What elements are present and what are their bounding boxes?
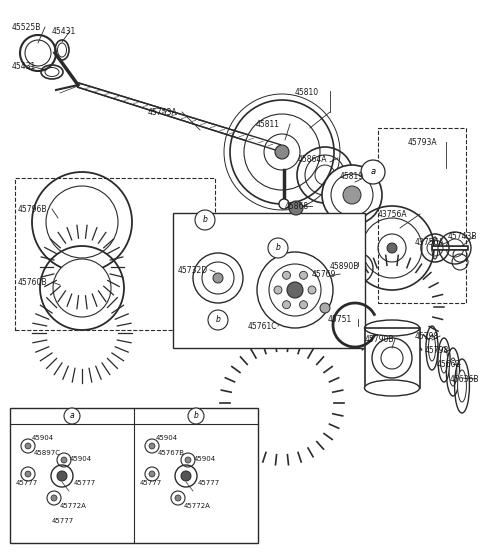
Circle shape — [275, 145, 289, 159]
Circle shape — [175, 495, 181, 501]
Text: 45767B: 45767B — [158, 450, 185, 456]
Bar — [10, 408, 258, 543]
Circle shape — [283, 271, 290, 279]
Text: 45777: 45777 — [140, 480, 162, 486]
Circle shape — [64, 408, 80, 424]
Circle shape — [308, 286, 316, 294]
Text: 43756A: 43756A — [378, 210, 408, 219]
Text: 45890B: 45890B — [330, 262, 360, 271]
Bar — [15, 178, 215, 330]
Circle shape — [195, 210, 215, 230]
Text: 45811: 45811 — [256, 120, 280, 129]
Circle shape — [289, 201, 303, 215]
Text: 45431: 45431 — [12, 62, 36, 71]
Ellipse shape — [449, 358, 457, 386]
Circle shape — [387, 243, 397, 253]
Text: 45777: 45777 — [16, 480, 38, 486]
Circle shape — [208, 310, 228, 330]
Text: b: b — [276, 244, 280, 253]
Text: 45760B: 45760B — [18, 278, 48, 287]
Text: 45769: 45769 — [312, 270, 336, 279]
Text: 45732D: 45732D — [178, 266, 208, 275]
Circle shape — [213, 273, 223, 283]
Text: 45431: 45431 — [52, 27, 76, 36]
Text: 45751: 45751 — [328, 315, 352, 324]
Text: a: a — [371, 168, 375, 176]
Text: b: b — [216, 315, 220, 325]
Circle shape — [300, 271, 308, 279]
Circle shape — [257, 252, 333, 328]
Circle shape — [274, 286, 282, 294]
Circle shape — [300, 301, 308, 309]
Ellipse shape — [429, 335, 435, 361]
Text: 45525B: 45525B — [12, 23, 41, 32]
Circle shape — [61, 457, 67, 463]
Text: 43756A: 43756A — [415, 238, 444, 247]
Ellipse shape — [457, 370, 467, 402]
Circle shape — [188, 408, 204, 424]
Circle shape — [320, 303, 330, 313]
Text: 45636B: 45636B — [450, 375, 480, 384]
Circle shape — [268, 238, 288, 258]
Text: 45662: 45662 — [437, 360, 461, 369]
Circle shape — [283, 301, 290, 309]
Bar — [378, 128, 466, 303]
Polygon shape — [77, 83, 281, 151]
Ellipse shape — [364, 380, 420, 396]
Bar — [365, 328, 420, 388]
Text: 45777: 45777 — [198, 480, 220, 486]
Text: 45798: 45798 — [425, 346, 449, 355]
Text: 45819: 45819 — [340, 172, 364, 181]
Text: 45798: 45798 — [415, 332, 439, 341]
Circle shape — [279, 199, 289, 209]
Text: 45790B: 45790B — [365, 335, 395, 344]
Circle shape — [149, 443, 155, 449]
Ellipse shape — [441, 347, 447, 373]
Text: 45793A: 45793A — [408, 138, 438, 147]
Text: b: b — [193, 411, 198, 421]
Text: a: a — [70, 411, 74, 421]
Text: 45904: 45904 — [32, 435, 54, 441]
Circle shape — [25, 471, 31, 477]
Text: 45868: 45868 — [285, 202, 309, 211]
Circle shape — [149, 471, 155, 477]
Bar — [173, 213, 365, 348]
Text: 45761C: 45761C — [248, 322, 277, 331]
Circle shape — [181, 471, 191, 481]
Text: 45743B: 45743B — [448, 232, 478, 241]
Circle shape — [46, 186, 118, 258]
Text: 45864A: 45864A — [298, 155, 327, 164]
Text: b: b — [203, 215, 207, 225]
Text: 45904: 45904 — [156, 435, 178, 441]
Text: 45904: 45904 — [194, 456, 216, 462]
Text: 45897C: 45897C — [34, 450, 61, 456]
Circle shape — [51, 495, 57, 501]
Circle shape — [322, 165, 382, 225]
Text: 45810: 45810 — [295, 88, 319, 97]
Text: 45772A: 45772A — [60, 503, 87, 509]
Text: 45753A: 45753A — [148, 108, 178, 117]
Circle shape — [57, 471, 67, 481]
Text: 45777: 45777 — [74, 480, 96, 486]
Circle shape — [53, 259, 111, 317]
Circle shape — [244, 114, 320, 190]
Circle shape — [361, 160, 385, 184]
Circle shape — [25, 443, 31, 449]
Circle shape — [287, 282, 303, 298]
Circle shape — [343, 186, 361, 204]
Text: 45772A: 45772A — [184, 503, 211, 509]
Text: 45777: 45777 — [52, 518, 74, 524]
Text: 45796B: 45796B — [18, 205, 48, 214]
Circle shape — [185, 457, 191, 463]
Text: 45904: 45904 — [70, 456, 92, 462]
